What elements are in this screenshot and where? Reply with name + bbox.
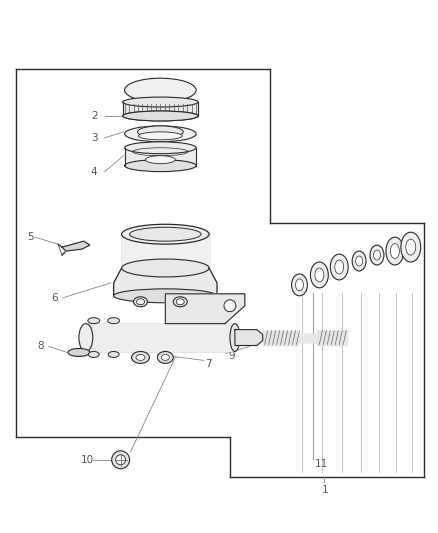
Circle shape xyxy=(116,455,126,465)
Polygon shape xyxy=(62,241,90,251)
Ellipse shape xyxy=(352,251,366,271)
Polygon shape xyxy=(297,334,318,342)
Ellipse shape xyxy=(311,262,328,288)
Text: 7: 7 xyxy=(205,359,212,369)
Ellipse shape xyxy=(131,351,149,364)
Ellipse shape xyxy=(88,318,100,324)
Text: 10: 10 xyxy=(81,455,94,465)
Ellipse shape xyxy=(330,254,348,280)
Ellipse shape xyxy=(406,239,416,255)
Ellipse shape xyxy=(138,132,182,140)
Polygon shape xyxy=(318,330,347,344)
Ellipse shape xyxy=(124,78,196,102)
Polygon shape xyxy=(263,330,297,344)
Text: 11: 11 xyxy=(314,459,328,469)
Ellipse shape xyxy=(122,259,209,277)
Ellipse shape xyxy=(176,299,184,305)
Ellipse shape xyxy=(123,111,198,121)
Text: 4: 4 xyxy=(91,167,97,176)
Polygon shape xyxy=(165,294,245,324)
Ellipse shape xyxy=(114,289,217,303)
Ellipse shape xyxy=(161,354,170,360)
Ellipse shape xyxy=(335,260,344,274)
Polygon shape xyxy=(114,268,217,296)
Ellipse shape xyxy=(157,351,173,364)
Ellipse shape xyxy=(108,351,119,358)
Ellipse shape xyxy=(124,142,196,154)
Ellipse shape xyxy=(292,274,307,296)
Text: 8: 8 xyxy=(37,342,44,351)
Ellipse shape xyxy=(136,354,145,360)
Ellipse shape xyxy=(173,297,187,307)
Ellipse shape xyxy=(296,279,304,291)
Ellipse shape xyxy=(123,111,198,121)
Text: 3: 3 xyxy=(91,133,97,143)
Text: 5: 5 xyxy=(27,232,34,242)
Ellipse shape xyxy=(370,245,384,265)
Ellipse shape xyxy=(356,256,363,266)
Ellipse shape xyxy=(137,299,145,305)
Ellipse shape xyxy=(68,349,90,357)
Circle shape xyxy=(112,451,130,469)
Ellipse shape xyxy=(401,232,421,262)
Ellipse shape xyxy=(390,244,399,259)
Ellipse shape xyxy=(108,318,120,324)
Ellipse shape xyxy=(138,126,183,138)
Polygon shape xyxy=(122,234,209,268)
Circle shape xyxy=(224,300,236,312)
Ellipse shape xyxy=(230,324,240,351)
Ellipse shape xyxy=(315,268,324,282)
Ellipse shape xyxy=(122,224,209,244)
Text: 2: 2 xyxy=(91,111,97,121)
Ellipse shape xyxy=(79,324,93,351)
Ellipse shape xyxy=(88,351,99,358)
Ellipse shape xyxy=(386,237,404,265)
Polygon shape xyxy=(123,102,198,116)
Polygon shape xyxy=(86,324,235,351)
Ellipse shape xyxy=(124,126,196,142)
Polygon shape xyxy=(124,148,196,166)
Ellipse shape xyxy=(134,297,148,307)
Ellipse shape xyxy=(124,160,196,172)
Text: 1: 1 xyxy=(321,484,328,495)
Ellipse shape xyxy=(145,156,175,164)
Ellipse shape xyxy=(130,227,201,241)
Ellipse shape xyxy=(374,250,381,260)
Polygon shape xyxy=(235,329,263,345)
Text: 6: 6 xyxy=(51,293,58,303)
Ellipse shape xyxy=(123,97,198,107)
Text: 9: 9 xyxy=(228,351,235,361)
